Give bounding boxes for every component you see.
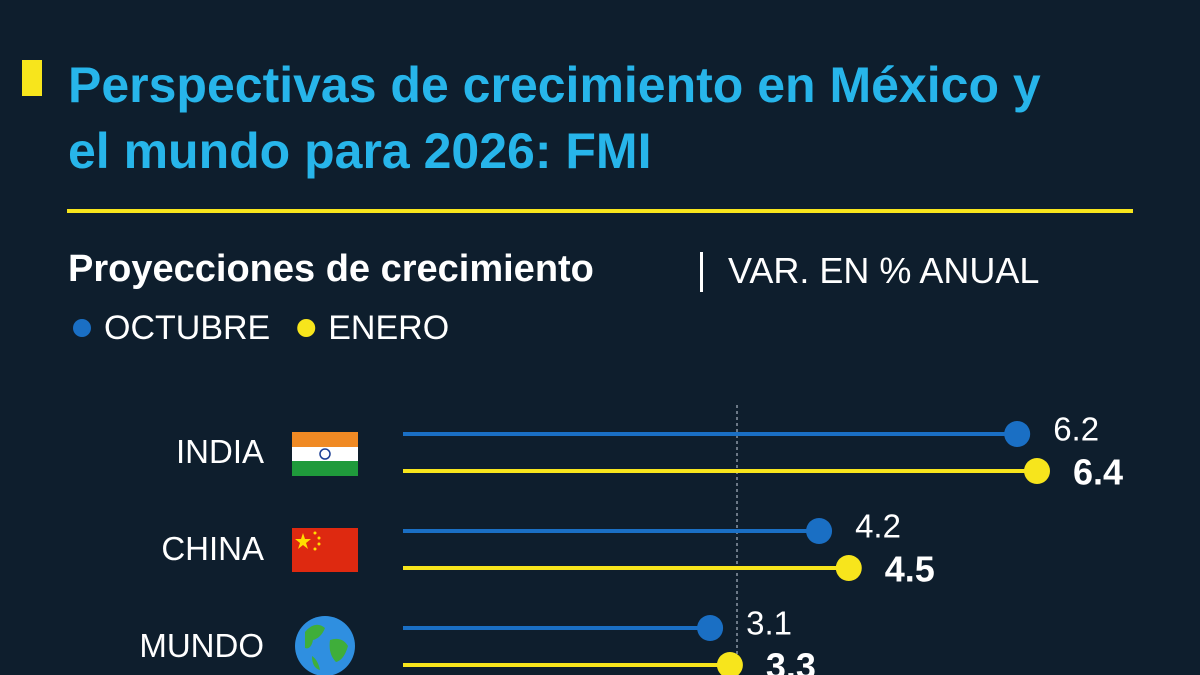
dot — [697, 615, 724, 641]
value-label: 3.1 — [746, 605, 792, 642]
category-label: INDIA — [176, 433, 264, 470]
category-label: CHINA — [161, 530, 264, 567]
separator — [700, 252, 703, 292]
chart-subtitle: Proyecciones de crecimiento — [68, 248, 594, 290]
value-label: 3.3 — [766, 646, 816, 675]
legend-swatch — [73, 319, 91, 337]
unit-label: VAR. EN % ANUAL — [728, 250, 1040, 291]
legend-label: ENERO — [328, 309, 449, 347]
dot — [806, 518, 833, 544]
chart-title: Perspectivas de crecimiento en México y … — [68, 57, 1041, 179]
title-marker — [22, 60, 42, 96]
value-label: 6.4 — [1073, 452, 1123, 493]
legend-swatch — [297, 319, 316, 337]
legend-label: OCTUBRE — [104, 309, 270, 347]
dot — [1004, 421, 1031, 447]
dot — [835, 555, 862, 581]
dot — [1024, 458, 1050, 484]
globe-icon — [295, 616, 355, 675]
flag-india — [292, 432, 358, 476]
divider — [67, 209, 1133, 213]
value-label: 4.5 — [885, 549, 935, 590]
flag-china — [292, 528, 358, 572]
category-label: MUNDO — [139, 627, 264, 664]
dot — [716, 652, 743, 675]
value-label: 6.2 — [1053, 411, 1099, 448]
value-label: 4.2 — [855, 508, 901, 545]
